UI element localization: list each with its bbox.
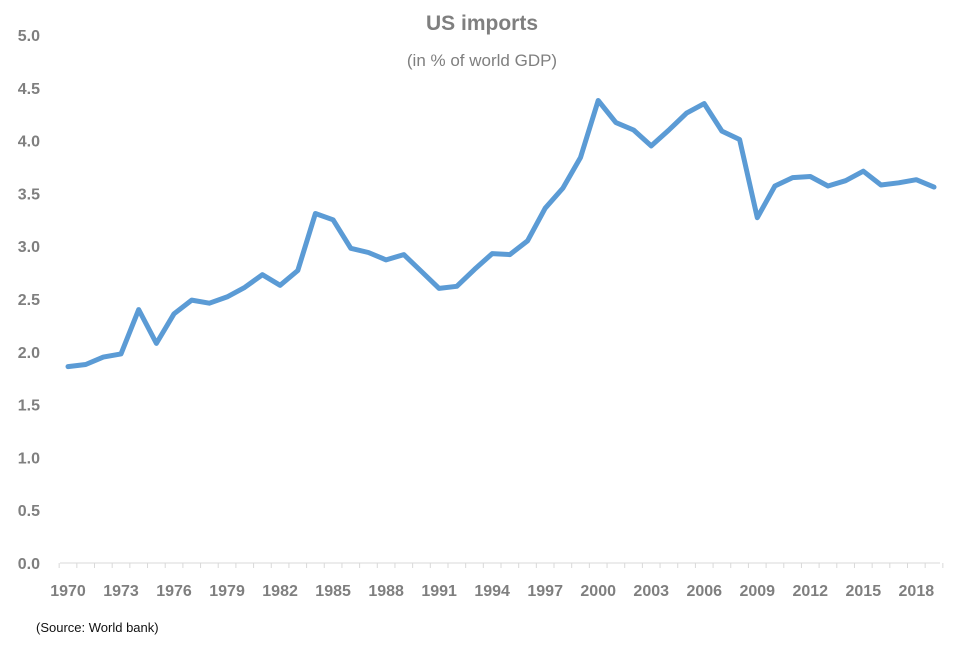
x-tick-label: 2015: [846, 583, 882, 600]
plot-area: [65, 98, 937, 370]
y-tick-label: 2.5: [18, 292, 40, 309]
y-tick-label: 1.0: [18, 450, 40, 467]
x-tick-label: 1988: [368, 583, 404, 600]
y-tick-label: 3.0: [18, 239, 40, 256]
line-chart: US imports (in % of world GDP) 0.0 0.5 1.0…: [18, 12, 944, 600]
x-tick-label: 2006: [686, 583, 722, 600]
x-tick-label: 1973: [103, 583, 139, 600]
x-tick-label: 1985: [315, 583, 351, 600]
y-tick-label: 0.5: [18, 503, 40, 520]
y-tick-label: 1.5: [18, 398, 40, 415]
y-tick-label: 4.5: [18, 81, 40, 98]
x-tick-label: 1979: [209, 583, 245, 600]
x-axis: 1970 1973 1976 1979 1982 1985 1988 1991 1994 1997…: [50, 562, 944, 600]
x-tick-label: 2000: [580, 583, 616, 600]
y-tick-label: 3.5: [18, 186, 40, 203]
y-axis: 0.0 0.5 1.0 1.5 2.0 2.5 3.0 3.5 4.0 4.5 5.0: [18, 28, 40, 573]
y-tick-label: 5.0: [18, 28, 40, 45]
x-tick-label: 2012: [792, 583, 828, 600]
series-line: [65, 98, 937, 370]
x-tick-label: 2003: [633, 583, 669, 600]
x-tick-label: 1994: [474, 583, 510, 600]
x-tick-label: 1970: [50, 583, 86, 600]
x-tick-label: 2009: [739, 583, 775, 600]
y-tick-label: 0.0: [18, 556, 40, 573]
x-tick-label: 1991: [421, 583, 457, 600]
x-tick-label: 1982: [262, 583, 298, 600]
y-tick-label: 4.0: [18, 134, 40, 151]
y-tick-label: 2.0: [18, 345, 40, 362]
x-tick-label: 2018: [899, 583, 935, 600]
source-note: (Source: World bank): [36, 620, 159, 635]
x-tick-label: 1997: [527, 583, 563, 600]
x-tick-label: 1976: [156, 583, 192, 600]
chart-subtitle: (in % of world GDP): [407, 51, 557, 70]
chart-title: US imports: [426, 12, 538, 35]
